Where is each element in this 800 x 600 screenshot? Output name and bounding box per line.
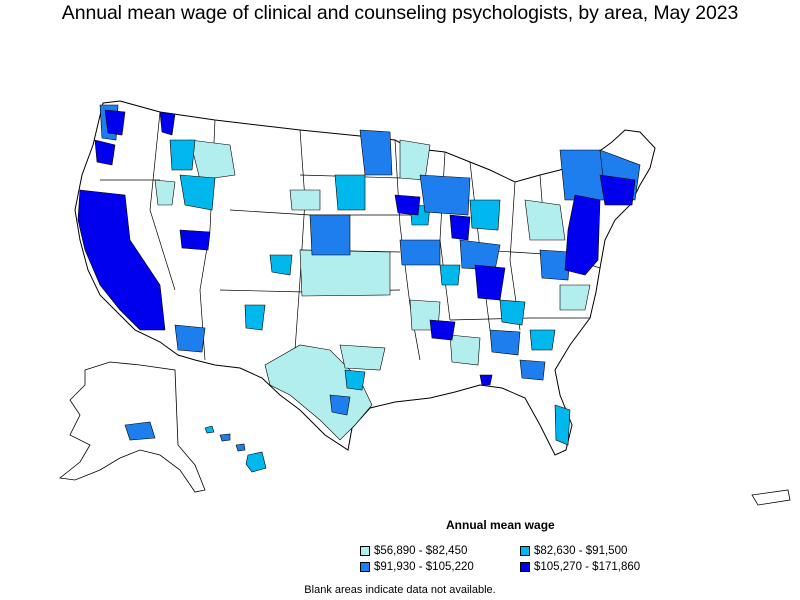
legend-swatch-tier2: [520, 546, 530, 556]
legend-swatch-tier4: [520, 562, 530, 572]
legend-swatch-tier1: [360, 546, 370, 556]
puerto-rico-outline: [751, 489, 791, 506]
legend-label-tier1: $56,890 - $82,450: [374, 545, 468, 557]
legend-label-tier4: $105,270 - $171,860: [534, 561, 641, 573]
map-title: Annual mean wage of clinical and counsel…: [61, 2, 739, 24]
legend-swatch-tier3: [360, 562, 370, 572]
footnote: Blank areas indicate data not available.: [304, 584, 496, 596]
legend-item-tier2: $82,630 - $91,500: [520, 545, 627, 557]
tier4-areas: [77, 109, 636, 386]
legend-title: Annual mean wage: [446, 518, 555, 532]
legend-label-tier2: $82,630 - $91,500: [534, 545, 628, 557]
alaska-tier3-area: [124, 421, 156, 441]
legend-item-tier3: $91,930 - $105,220: [360, 561, 474, 573]
hawaii-islands: [204, 425, 267, 473]
legend-label-tier3: $91,930 - $105,220: [374, 561, 474, 573]
legend-item-tier4: $105,270 - $171,860: [520, 561, 640, 573]
tier2-areas: [169, 139, 571, 446]
legend-item-tier1: $56,890 - $82,450: [360, 545, 467, 557]
